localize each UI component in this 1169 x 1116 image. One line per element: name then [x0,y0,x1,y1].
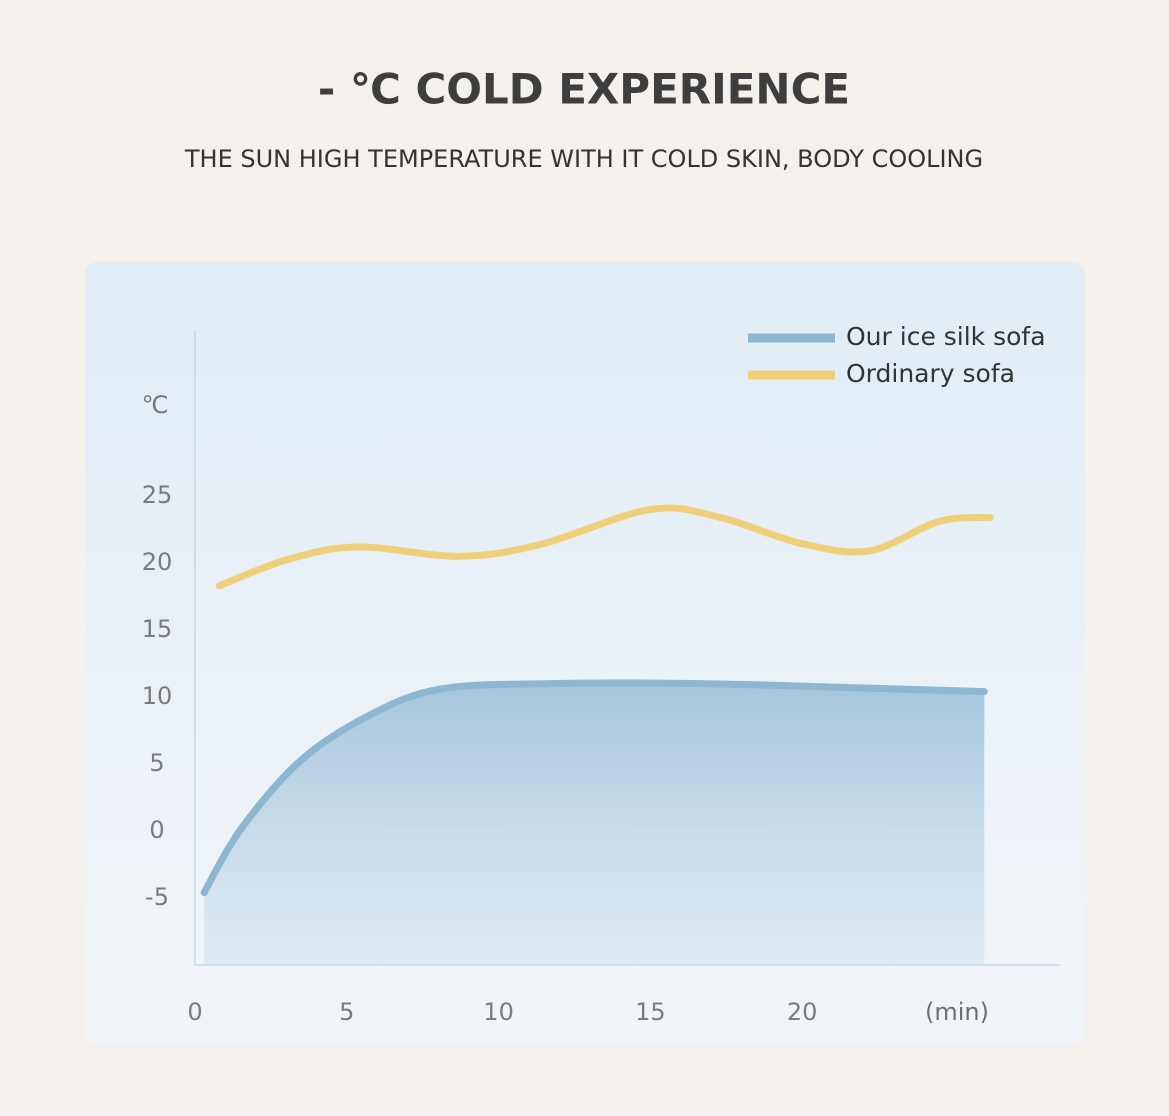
chart-title: - ℃ COLD EXPERIENCE [318,65,850,114]
x-tick-label: 15 [635,998,666,1026]
x-tick-label: 0 [187,998,202,1026]
x-tick-label: 10 [483,998,514,1026]
y-axis-label: ℃ [142,391,169,419]
x-tick-label: 20 [787,998,818,1026]
x-axis-label: (min) [925,998,989,1026]
y-tick-label: 20 [142,548,173,576]
legend-label: Ordinary sofa [846,359,1015,388]
x-tick-label: 5 [339,998,354,1026]
y-tick-label: 5 [149,749,164,777]
y-tick-label: 10 [142,682,173,710]
line [200,679,988,897]
chart-subtitle: THE SUN HIGH TEMPERATURE WITH IT COLD SK… [184,145,983,173]
line [215,504,994,590]
y-tick-label: 15 [142,615,173,643]
y-tick-label: -5 [145,883,169,911]
y-tick-label: 25 [142,481,173,509]
y-tick-label: 0 [149,816,164,844]
area [204,683,985,965]
legend-label: Our ice silk sofa [846,322,1046,351]
